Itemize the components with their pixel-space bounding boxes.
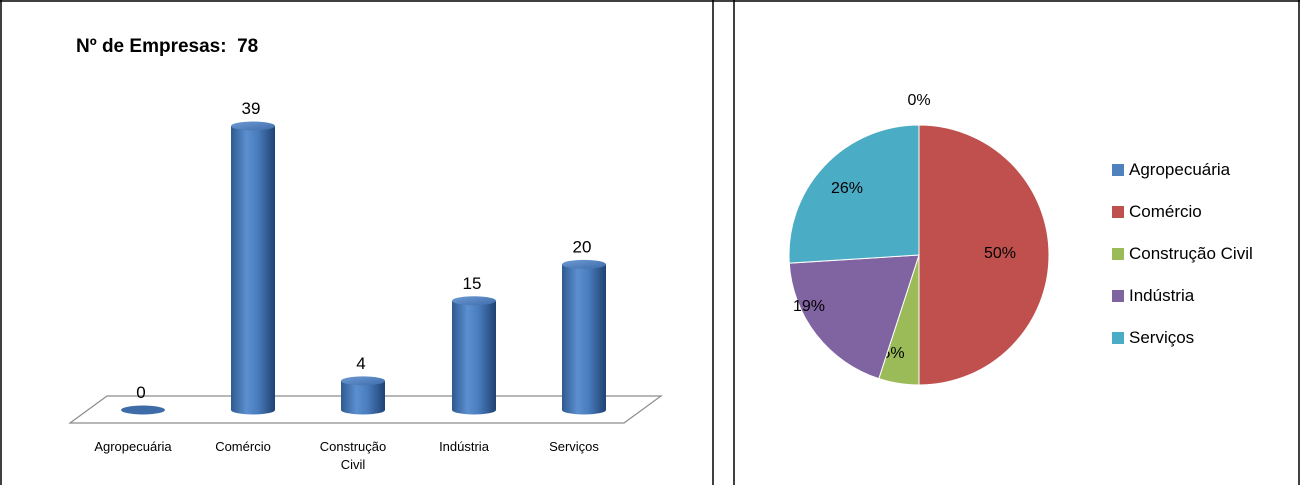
- bar-comercio: [231, 121, 275, 415]
- legend-swatch-construcao-civil: [1112, 248, 1124, 260]
- legend-swatch-industria: [1112, 290, 1124, 302]
- bar-cap-servicos: [562, 259, 606, 269]
- bar-cap-construcao-civil: [341, 376, 385, 386]
- bar-category-label-construcao-civil-line1: Construção: [320, 439, 386, 454]
- pie-data-label-comercio: 50%: [984, 245, 1016, 262]
- bar-body-industria: [452, 300, 496, 415]
- bar-industria: [452, 296, 496, 415]
- pie-slice-comercio: [918, 124, 1050, 386]
- legend-swatch-agropecuaria: [1112, 164, 1124, 176]
- pie-chart: 0%50%5%19%26%: [788, 92, 1050, 386]
- legend-item-agropecuaria: Agropecuária: [1112, 160, 1253, 180]
- legend-item-industria: Indústria: [1112, 286, 1253, 306]
- bar-body-comercio: [231, 126, 275, 415]
- legend-swatch-servicos: [1112, 332, 1124, 344]
- legend-label-industria: Indústria: [1129, 286, 1195, 305]
- bar-data-label-construcao-civil: 4: [356, 354, 365, 373]
- pie-data-label-agropecuaria: 0%: [907, 92, 930, 109]
- bar-category-label-industria: Indústria: [439, 439, 490, 454]
- bar-body-construcao-civil: [341, 380, 385, 415]
- legend-label-servicos: Serviços: [1129, 328, 1195, 347]
- bar-chart-title: Nº de Empresas: 78: [76, 36, 259, 57]
- pie-data-label-servicos: 26%: [831, 180, 863, 197]
- bar-category-label-comercio: Comércio: [215, 439, 271, 454]
- bar-chart: 0 Agropecuária 39 Comércio 4 Construção Civil 1…: [68, 99, 663, 472]
- bar-category-label-construcao-civil-line2: Civil: [341, 457, 366, 472]
- pie-slice-industria: [788, 254, 920, 380]
- bar-data-label-industria: 15: [463, 274, 482, 293]
- legend-label-agropecuaria: Agropecuária: [1129, 160, 1231, 179]
- bar-data-label-comercio: 39: [242, 99, 261, 118]
- bar-data-label-servicos: 20: [573, 237, 592, 256]
- pie-slice-servicos: [788, 124, 920, 264]
- legend-item-servicos: Serviços: [1112, 328, 1253, 348]
- bar-servicos: [562, 259, 606, 415]
- legend-label-comercio: Comércio: [1129, 202, 1202, 221]
- bar-body-servicos: [562, 264, 606, 415]
- legend-swatch-comercio: [1112, 206, 1124, 218]
- legend-label-construcao-civil: Construção Civil: [1129, 244, 1253, 263]
- bar-construcao-civil: [341, 376, 385, 415]
- legend-item-construcao-civil: Construção Civil: [1112, 244, 1253, 264]
- bar-data-label-agropecuaria: 0: [136, 383, 145, 402]
- bar-cap-agropecuaria: [121, 405, 165, 415]
- bar-cap-comercio: [231, 121, 275, 131]
- bar-cap-industria: [452, 296, 496, 306]
- bar-category-label-servicos: Serviços: [549, 439, 599, 454]
- bar-category-label-agropecuaria: Agropecuária: [94, 439, 172, 454]
- pie-data-label-industria: 19%: [793, 298, 825, 315]
- legend-item-comercio: Comércio: [1112, 202, 1253, 222]
- bar-chart-floor: [68, 395, 663, 424]
- pie-legend: Agropecuária Comércio Construção Civil Indú…: [1112, 160, 1253, 370]
- bar-agropecuaria: [121, 405, 165, 415]
